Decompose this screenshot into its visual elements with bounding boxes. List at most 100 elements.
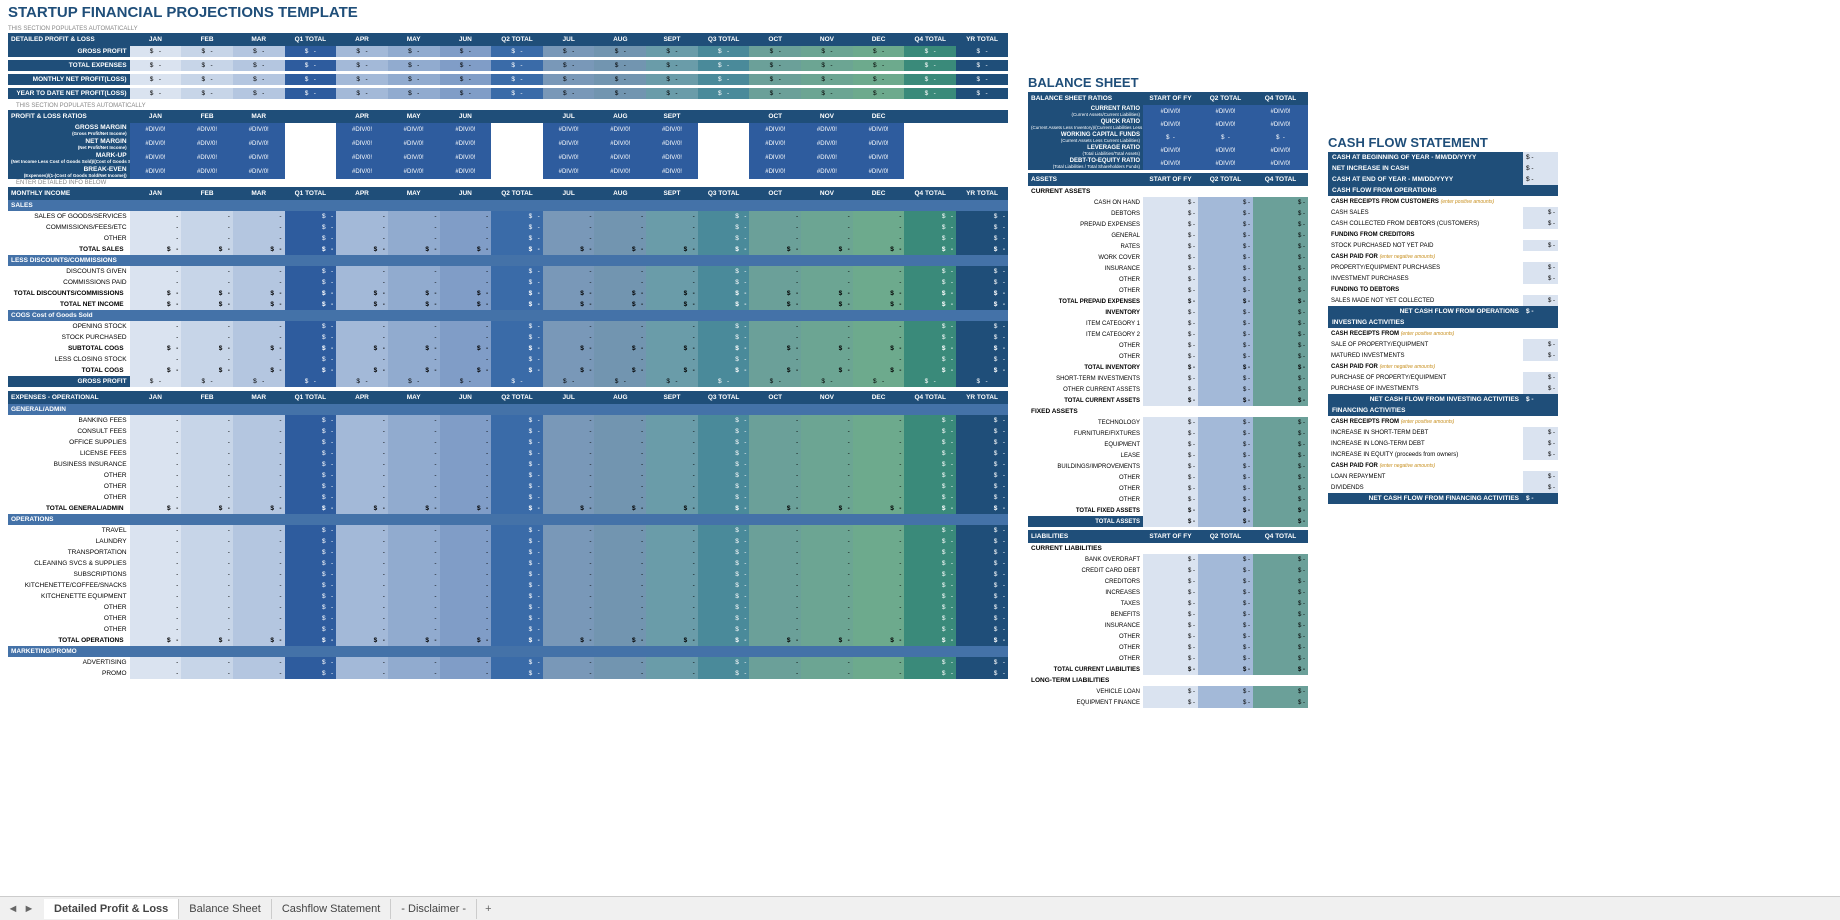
tab-cashflow[interactable]: Cashflow Statement (272, 899, 391, 919)
bs-row[interactable]: OTHER$ -$ -$ - (1028, 494, 1308, 505)
sheet-tabs: ◄ ► Detailed Profit & Loss Balance Sheet… (0, 896, 1840, 920)
table-row[interactable]: STOCK PURCHASED---$ ----$ ----$ ----$ -$… (8, 332, 1008, 343)
bs-row[interactable]: OTHER$ -$ -$ - (1028, 483, 1308, 494)
bs-row[interactable]: BENEFITS$ -$ -$ - (1028, 609, 1308, 620)
bs-row[interactable]: RATES$ -$ -$ - (1028, 241, 1308, 252)
table-row[interactable]: OTHER---$ ----$ ----$ ----$ -$ - (8, 492, 1008, 503)
table-row[interactable]: OTHER---$ ----$ ----$ ----$ -$ - (8, 602, 1008, 613)
bs-row[interactable]: OTHER$ -$ -$ - (1028, 285, 1308, 296)
bs-row[interactable]: WORK COVER$ -$ -$ - (1028, 252, 1308, 263)
table-row[interactable]: SALES OF GOODS/SERVICES---$ ----$ ----$ … (8, 211, 1008, 222)
table-row[interactable]: COMMISSIONS PAID---$ ----$ ----$ ----$ -… (8, 277, 1008, 288)
bs-row[interactable]: FURNITURE/FIXTURES$ -$ -$ - (1028, 428, 1308, 439)
bs-row[interactable]: ITEM CATEGORY 2$ -$ -$ - (1028, 329, 1308, 340)
bs-row[interactable]: OTHER CURRENT ASSETS$ -$ -$ - (1028, 384, 1308, 395)
table-row[interactable]: TRAVEL---$ ----$ ----$ ----$ -$ - (8, 525, 1008, 536)
bs-row[interactable]: BANK OVERDRAFT$ -$ -$ - (1028, 554, 1308, 565)
table-row[interactable]: OTHER---$ ----$ ----$ ----$ -$ - (8, 481, 1008, 492)
cf-row[interactable]: CASH COLLECTED FROM DEBTORS (CUSTOMERS)$… (1328, 218, 1558, 229)
bs-row[interactable]: OTHER$ -$ -$ - (1028, 653, 1308, 664)
auto-note-2: THIS SECTION POPULATES AUTOMATICALLY (8, 102, 1008, 110)
bs-row[interactable]: INCREASES$ -$ -$ - (1028, 587, 1308, 598)
bs-row[interactable]: OTHER$ -$ -$ - (1028, 351, 1308, 362)
cf-row[interactable]: LOAN REPAYMENT$ - (1328, 471, 1558, 482)
table-row[interactable]: KITCHENETTE/COFFEE/SNACKS---$ ----$ ----… (8, 580, 1008, 591)
tab-next-icon[interactable]: ► (22, 902, 36, 916)
table-row[interactable]: CLEANING SVCS & SUPPLIES---$ ----$ ----$… (8, 558, 1008, 569)
table-row: MONTHLY NET PROFIT(LOSS)$ -$ -$ -$ -$ -$… (8, 74, 1008, 85)
table-row[interactable]: OTHER---$ ----$ ----$ ----$ -$ - (8, 233, 1008, 244)
table-row[interactable]: LESS CLOSING STOCK---$ ----$ ----$ ----$… (8, 354, 1008, 365)
bs-row[interactable]: EQUIPMENT$ -$ -$ - (1028, 439, 1308, 450)
table-row[interactable]: CONSULT FEES---$ ----$ ----$ ----$ -$ - (8, 426, 1008, 437)
bs-row[interactable]: CASH ON HAND$ -$ -$ - (1028, 197, 1308, 208)
bs-row[interactable]: INSURANCE$ -$ -$ - (1028, 263, 1308, 274)
table-row[interactable]: DISCOUNTS GIVEN---$ ----$ ----$ ----$ -$… (8, 266, 1008, 277)
bs-row[interactable]: PREPAID EXPENSES$ -$ -$ - (1028, 219, 1308, 230)
bs-row[interactable]: SHORT-TERM INVESTMENTS$ -$ -$ - (1028, 373, 1308, 384)
tab-disclaimer[interactable]: - Disclaimer - (391, 899, 477, 919)
section-header: OPERATIONS (8, 514, 1008, 525)
table-row: TOTAL DISCOUNTS/COMMISSIONS$ -$ -$ -$ -$… (8, 288, 1008, 299)
bs-row[interactable]: DEBTORS$ -$ -$ - (1028, 208, 1308, 219)
bs-row[interactable]: INVENTORY$ -$ -$ - (1028, 307, 1308, 318)
table-row[interactable]: LICENSE FEES---$ ----$ ----$ ----$ -$ - (8, 448, 1008, 459)
cf-row[interactable]: PURCHASE OF INVESTMENTS$ - (1328, 383, 1558, 394)
bs-row[interactable]: OTHER$ -$ -$ - (1028, 472, 1308, 483)
cf-row[interactable]: INCREASE IN EQUITY (proceeds from owners… (1328, 449, 1558, 460)
cf-row[interactable]: INVESTMENT PURCHASES$ - (1328, 273, 1558, 284)
cf-row[interactable]: STOCK PURCHASED NOT YET PAID$ - (1328, 240, 1558, 251)
bs-row[interactable]: BUILDINGS/IMPROVEMENTS$ -$ -$ - (1028, 461, 1308, 472)
cf-row[interactable]: PURCHASE OF PROPERTY/EQUIPMENT$ - (1328, 372, 1558, 383)
bs-row[interactable]: CREDIT CARD DEBT$ -$ -$ - (1028, 565, 1308, 576)
table-row[interactable]: COMMISSIONS/FEES/ETC---$ ----$ ----$ ---… (8, 222, 1008, 233)
table-row[interactable]: SUBSCRIPTIONS---$ ----$ ----$ ----$ -$ - (8, 569, 1008, 580)
pl-summary-table: DETAILED PROFIT & LOSS JANFEBMARQ1 TOTAL… (8, 33, 1008, 102)
table-row[interactable]: OTHER---$ ----$ ----$ ----$ -$ - (8, 613, 1008, 624)
table-row[interactable]: BUSINESS INSURANCE---$ ----$ ----$ ----$… (8, 459, 1008, 470)
table-row[interactable]: TRANSPORTATION---$ ----$ ----$ ----$ -$ … (8, 547, 1008, 558)
bs-row[interactable]: OTHER$ -$ -$ - (1028, 274, 1308, 285)
cf-row[interactable]: DIVIDENDS$ - (1328, 482, 1558, 493)
bs-row[interactable]: EQUIPMENT FINANCE$ -$ -$ - (1028, 697, 1308, 708)
bs-row[interactable]: LEASE$ -$ -$ - (1028, 450, 1308, 461)
table-row[interactable]: OTHER---$ ----$ ----$ ----$ -$ - (8, 624, 1008, 635)
table-row[interactable]: KITCHENETTE EQUIPMENT---$ ----$ ----$ --… (8, 591, 1008, 602)
cf-row[interactable]: INCREASE IN LONG-TERM DEBT$ - (1328, 438, 1558, 449)
table-row: TOTAL GENERAL/ADMIN$ -$ -$ -$ -$ -$ -$ -… (8, 503, 1008, 514)
page-title: STARTUP FINANCIAL PROJECTIONS TEMPLATE (0, 0, 1840, 25)
bs-sub-header: CURRENT LIABILITIES (1028, 543, 1308, 554)
bs-ratio-row: LEVERAGE RATIO(Total Liabilities/Total A… (1028, 144, 1308, 157)
bs-row[interactable]: OTHER$ -$ -$ - (1028, 631, 1308, 642)
table-row[interactable]: OTHER---$ ----$ ----$ ----$ -$ - (8, 470, 1008, 481)
bs-row[interactable]: GENERAL$ -$ -$ - (1028, 230, 1308, 241)
cf-sub: CASH PAID FOR (enter negative amounts) (1328, 251, 1558, 262)
cf-row[interactable]: PROPERTY/EQUIPMENT PURCHASES$ - (1328, 262, 1558, 273)
cashflow-table: CASH AT BEGINNING OF YEAR - MM/DD/YYYY$ … (1328, 152, 1558, 504)
cf-row[interactable]: MATURED INVESTMENTS$ - (1328, 350, 1558, 361)
table-row[interactable]: OPENING STOCK---$ ----$ ----$ ----$ -$ - (8, 321, 1008, 332)
cf-row[interactable]: SALE OF PROPERTY/EQUIPMENT$ - (1328, 339, 1558, 350)
bs-total-row: TOTAL FIXED ASSETS$ -$ -$ - (1028, 505, 1308, 516)
bs-row[interactable]: OTHER$ -$ -$ - (1028, 340, 1308, 351)
table-row: SUBTOTAL COGS$ -$ -$ -$ -$ -$ -$ -$ -$ -… (8, 343, 1008, 354)
bs-row[interactable]: TECHNOLOGY$ -$ -$ - (1028, 417, 1308, 428)
cf-row[interactable]: CASH SALES$ - (1328, 207, 1558, 218)
cf-row[interactable]: INCREASE IN SHORT-TERM DEBT$ - (1328, 427, 1558, 438)
bs-row[interactable]: OTHER$ -$ -$ - (1028, 642, 1308, 653)
cf-row[interactable]: SALES MADE NOT YET COLLECTED$ - (1328, 295, 1558, 306)
table-row[interactable]: LAUNDRY---$ ----$ ----$ ----$ -$ - (8, 536, 1008, 547)
table-row[interactable]: BANKING FEES---$ ----$ ----$ ----$ -$ - (8, 415, 1008, 426)
bs-row[interactable]: INSURANCE$ -$ -$ - (1028, 620, 1308, 631)
tab-prev-icon[interactable]: ◄ (6, 902, 20, 916)
tab-balance[interactable]: Balance Sheet (179, 899, 272, 919)
table-row[interactable]: ADVERTISING---$ ----$ ----$ ----$ -$ - (8, 657, 1008, 668)
tab-add-icon[interactable]: + (477, 901, 499, 917)
table-row[interactable]: OFFICE SUPPLIES---$ ----$ ----$ ----$ -$… (8, 437, 1008, 448)
bs-row[interactable]: ITEM CATEGORY 1$ -$ -$ - (1028, 318, 1308, 329)
bs-row[interactable]: CREDITORS$ -$ -$ - (1028, 576, 1308, 587)
bs-row[interactable]: VEHICLE LOAN$ -$ -$ - (1028, 686, 1308, 697)
bs-row[interactable]: TAXES$ -$ -$ - (1028, 598, 1308, 609)
tab-pl[interactable]: Detailed Profit & Loss (44, 899, 179, 919)
table-row[interactable]: PROMO---$ ----$ ----$ ----$ -$ - (8, 668, 1008, 679)
